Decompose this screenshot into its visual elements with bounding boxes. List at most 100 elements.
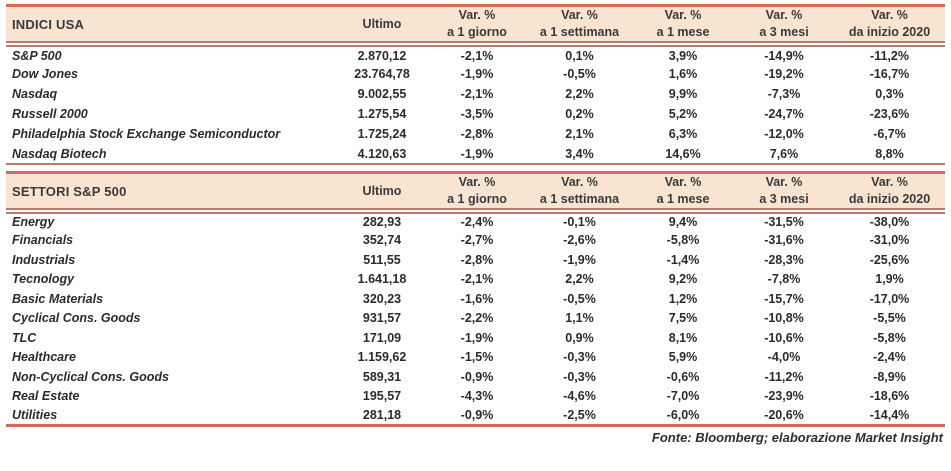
ultimo-value: 352,74: [362, 233, 402, 248]
var-value: -11,2%: [764, 369, 804, 384]
var-value: -18,6%: [869, 389, 910, 404]
ultimo-value: 4.120,63: [337, 144, 427, 165]
var-value: -14,9%: [764, 48, 804, 63]
var-value: 9,4%: [668, 215, 698, 230]
row-label: Cyclical Cons. Goods: [12, 311, 141, 326]
column-header-var-inizio-2020: Var. % da inizio 2020: [834, 4, 945, 47]
row-label: Real Estate: [12, 389, 80, 404]
var-value: -2,7%: [460, 233, 494, 248]
var-value: -5,5%: [873, 311, 906, 326]
ultimo-value: 1.159,62: [357, 350, 407, 365]
var-label: Var. %: [664, 8, 702, 22]
table-row: Philadelphia Stock Exchange Semiconducto…: [6, 124, 945, 144]
table-row: Basic Materials 320,23 -1,6% -0,5% 1,2% -15,7…: [6, 289, 945, 309]
var-value: -2,1%: [460, 48, 494, 63]
var-value: -7,0%: [666, 389, 700, 404]
var-value: -7,3%: [767, 87, 801, 101]
row-label: Healthcare: [12, 350, 76, 365]
var-value: 1,2%: [668, 291, 698, 306]
var-value: 9,2%: [668, 272, 698, 287]
settori-sp500-body: Energy 282,93 -2,4% -0,1% 9,4% -31,5% -38,0% Fi…: [6, 211, 945, 427]
var-value: -0,3%: [563, 369, 596, 384]
var-value: 0,2%: [565, 107, 594, 121]
var-value: -17,0%: [869, 291, 910, 306]
row-label: Non-Cyclical Cons. Goods: [12, 369, 169, 384]
var-value: 9,9%: [668, 87, 698, 101]
var-label: Var. %: [561, 8, 598, 22]
var-value: 1,9%: [875, 272, 904, 287]
var-value: -2,8%: [460, 127, 494, 141]
row-label: TLC: [12, 330, 37, 345]
var-value: -3,5%: [460, 107, 494, 121]
var-label: Var. %: [664, 175, 702, 189]
var-value: -1,4%: [666, 252, 700, 267]
table-row: Nasdaq Biotech 4.120,63 -1,9% 3,4% 14,6% 7,6%…: [6, 144, 945, 165]
column-header-var-3-mesi: Var. % a 3 mesi: [734, 4, 834, 47]
var-value: -2,8%: [460, 252, 494, 267]
ultimo-value: 171,09: [362, 330, 402, 345]
indici-usa-header: INDICI USA Ultimo Var. % a 1 giorno Var.…: [6, 4, 945, 47]
var-value: -4,3%: [460, 389, 494, 404]
var-value: -19,2%: [764, 67, 804, 81]
table-title: INDICI USA: [6, 4, 337, 47]
var-value: -4,6%: [563, 389, 596, 404]
table-row: Non-Cyclical Cons. Goods 589,31 -0,9% -0,3%…: [6, 367, 945, 387]
column-header-ultimo: Ultimo: [337, 171, 427, 214]
report-tables: INDICI USA Ultimo Var. % a 1 giorno Var.…: [6, 4, 945, 445]
table-row: Energy 282,93 -2,4% -0,1% 9,4% -31,5% -38,0%: [6, 211, 945, 231]
ultimo-value: 320,23: [362, 291, 402, 306]
var-value: 3,4%: [527, 144, 632, 165]
table-row: Tecnology 1.641,18 -2,1% 2,2% 9,2% -7,8% 1,9%: [6, 270, 945, 290]
row-label: Utilities: [6, 406, 337, 427]
ultimo-value: 281,18: [337, 406, 427, 427]
var-label: Var. %: [765, 175, 803, 189]
var-value: 1,1%: [565, 311, 594, 326]
ultimo-value: 1.641,18: [357, 272, 407, 287]
var-value: -1,9%: [427, 144, 527, 165]
var-value: 7,6%: [734, 144, 834, 165]
var-value: -1,5%: [460, 350, 494, 365]
var-label: Var. %: [871, 8, 908, 22]
ultimo-value: 2.870,12: [357, 48, 407, 63]
period-label: a 1 giorno: [447, 192, 507, 206]
var-value: -2,6%: [563, 233, 596, 248]
source-note: Fonte: Bloomberg; elaborazione Market In…: [651, 430, 943, 445]
ultimo-value: 23.764,78: [354, 67, 410, 81]
var-value: 14,6%: [632, 144, 734, 165]
column-header-var-1-giorno: Var. % a 1 giorno: [427, 171, 527, 214]
var-value: -4,0%: [767, 350, 801, 365]
ultimo-value: 282,93: [362, 215, 402, 230]
table-row: Cyclical Cons. Goods 931,57 -2,2% 1,1% 7,5% -…: [6, 309, 945, 329]
settori-sp500-header: SETTORI S&P 500 Ultimo Var. % a 1 giorno…: [6, 171, 945, 214]
var-value: -2,1%: [460, 272, 494, 287]
row-label: Energy: [12, 215, 55, 230]
var-value: -2,2%: [460, 311, 494, 326]
period-label: a 1 settimana: [539, 192, 620, 206]
var-value: -25,6%: [869, 252, 910, 267]
var-value: -0,9%: [460, 369, 494, 384]
var-value: -24,7%: [764, 107, 804, 121]
var-value: -2,4%: [460, 215, 494, 230]
ultimo-value: 9.002,55: [357, 87, 407, 101]
var-value: -14,4%: [834, 406, 945, 427]
var-value: 8,8%: [834, 144, 945, 165]
var-value: -31,0%: [869, 233, 910, 248]
period-label: a 3 mesi: [759, 192, 809, 206]
var-value: -10,8%: [764, 311, 804, 326]
row-label: Philadelphia Stock Exchange Semiconducto…: [12, 127, 281, 141]
var-value: -1,9%: [460, 67, 494, 81]
table-row: Russell 2000 1.275,54 -3,5% 0,2% 5,2% -24,7% -…: [6, 104, 945, 124]
var-value: 2,2%: [565, 87, 594, 101]
column-header-ultimo: Ultimo: [337, 4, 427, 47]
period-label: a 1 settimana: [539, 25, 620, 39]
column-header-var-1-giorno: Var. % a 1 giorno: [427, 4, 527, 47]
var-value: -2,4%: [873, 350, 906, 365]
var-label: Var. %: [458, 175, 496, 189]
var-value: 0,1%: [565, 48, 594, 63]
var-value: -7,8%: [767, 272, 801, 287]
var-value: -0,5%: [563, 67, 596, 81]
var-value: -0,6%: [666, 369, 700, 384]
table-row: Financials 352,74 -2,7% -2,6% -5,8% -31,6% -31…: [6, 231, 945, 251]
var-value: -1,9%: [460, 330, 494, 345]
var-value: -0,3%: [563, 350, 596, 365]
